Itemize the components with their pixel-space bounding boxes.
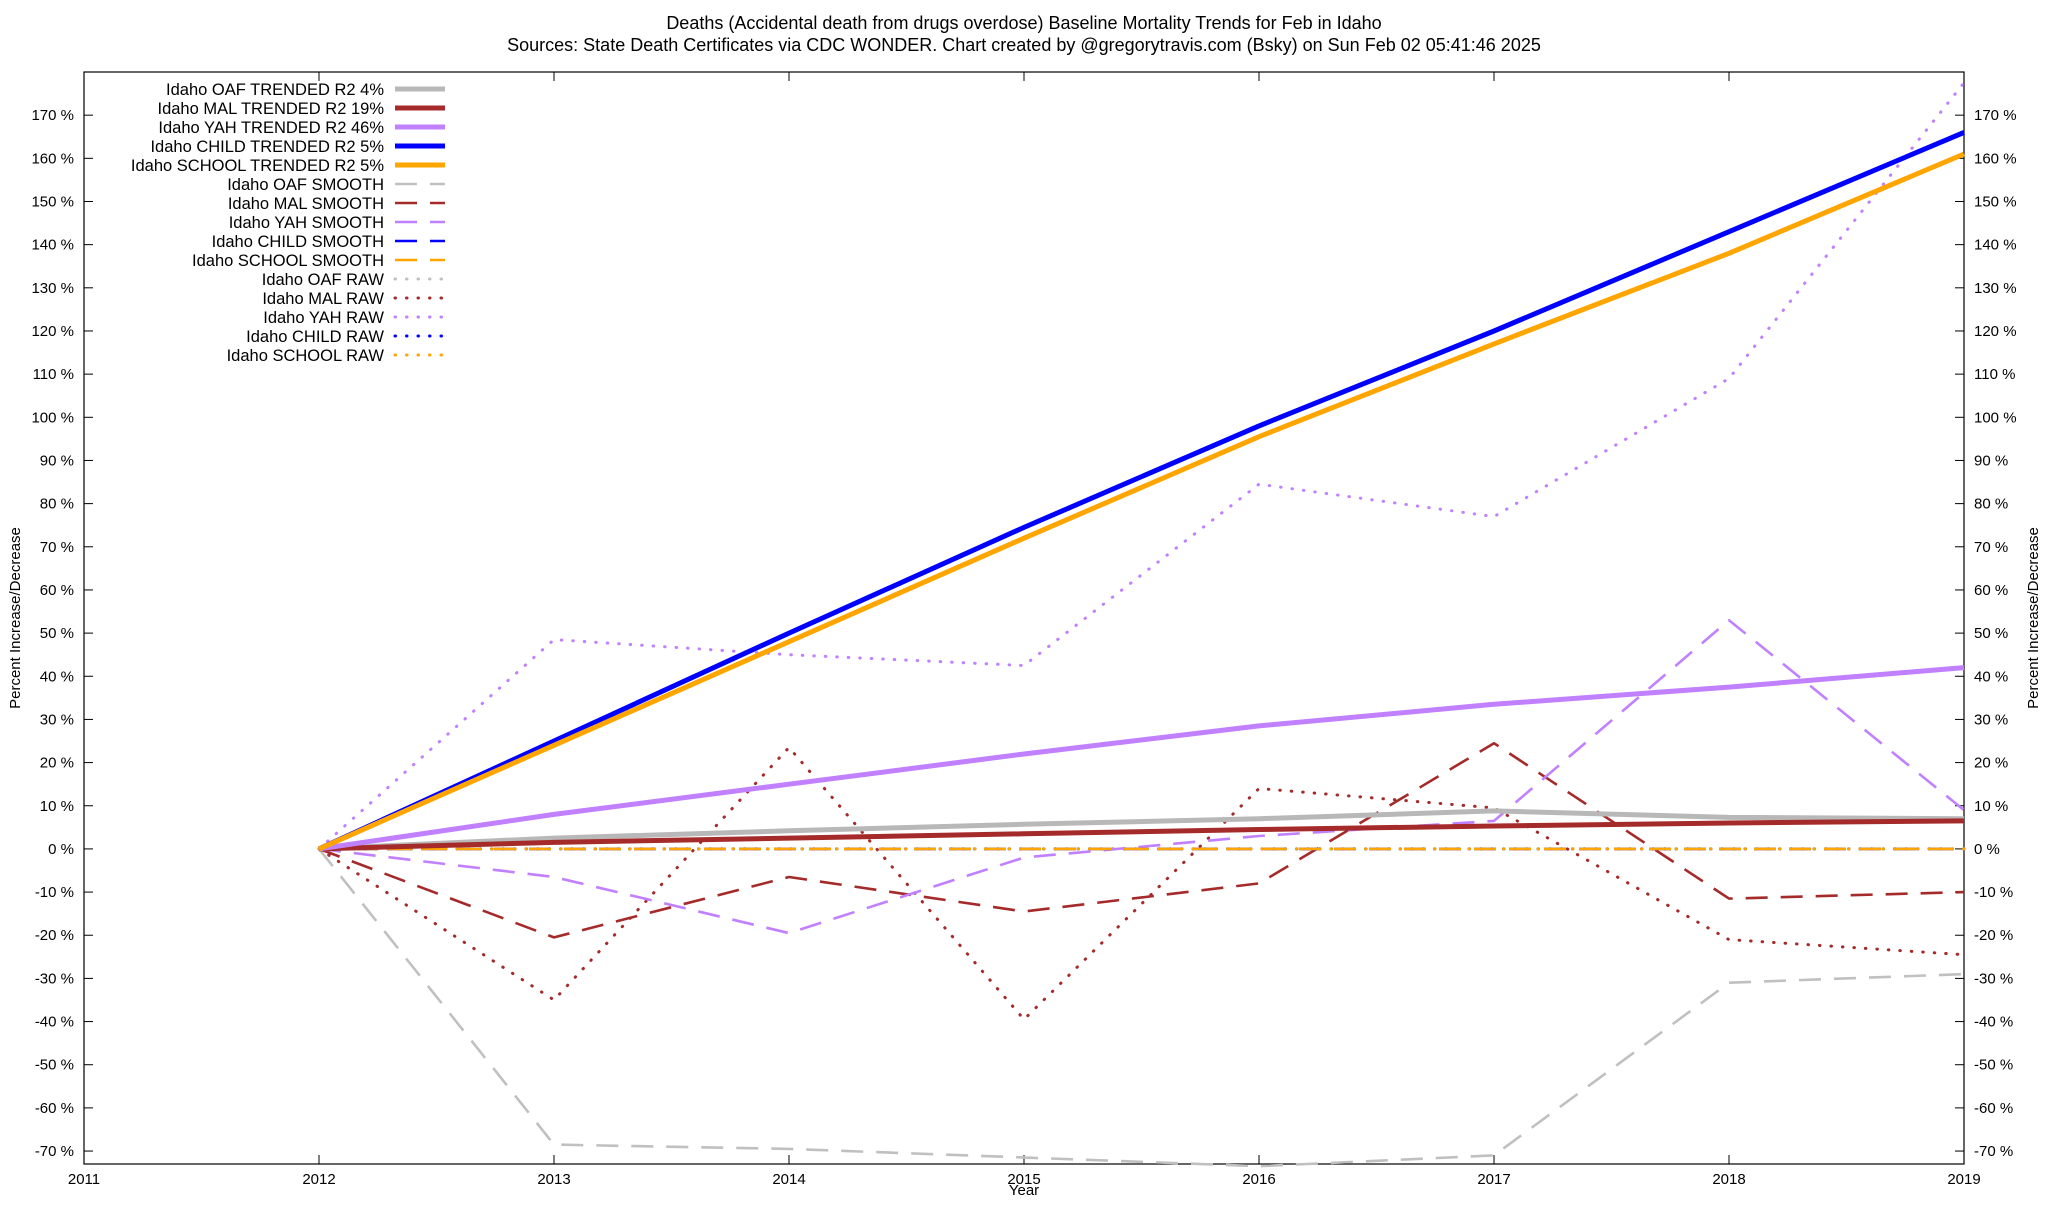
y-tick-label-right: 30 % bbox=[1974, 711, 2008, 728]
series-line-idaho-yah-trended-r2-46 bbox=[318, 665, 1965, 852]
x-tick-label: 2017 bbox=[1477, 1171, 1510, 1188]
x-axis-label: Year bbox=[1009, 1182, 1039, 1199]
y-tick-label-right: 170 % bbox=[1974, 107, 2017, 124]
y-tick-label-right: 60 % bbox=[1974, 582, 2008, 599]
y-tick-label-left: 70 % bbox=[40, 539, 74, 556]
legend-label: Idaho SCHOOL TRENDED R2 5% bbox=[131, 157, 384, 175]
y-tick-label-right: 120 % bbox=[1974, 323, 2017, 340]
y-tick-label-left: 30 % bbox=[40, 711, 74, 728]
x-tick-label: 2016 bbox=[1242, 1171, 1275, 1188]
y-tick-label-left: 140 % bbox=[31, 237, 74, 254]
x-tick-label: 2019 bbox=[1947, 1171, 1980, 1188]
x-tick-label: 2013 bbox=[537, 1171, 570, 1188]
legend-label: Idaho CHILD RAW bbox=[246, 328, 384, 346]
y-tick-label-left: -40 % bbox=[35, 1014, 74, 1031]
x-tick-label: 2014 bbox=[772, 1171, 805, 1188]
x-tick-label: 2015 bbox=[1007, 1171, 1040, 1188]
legend-label: Idaho MAL RAW bbox=[262, 290, 384, 308]
y-tick-label-right: -30 % bbox=[1974, 970, 2013, 987]
y-tick-label-left: 0 % bbox=[48, 841, 74, 858]
y-tick-label-right: -20 % bbox=[1974, 927, 2013, 944]
chart-subtitle: Sources: State Death Certificates via CD… bbox=[507, 35, 1541, 55]
y-tick-label-right: 90 % bbox=[1974, 452, 2008, 469]
x-tick-label: 2018 bbox=[1712, 1171, 1745, 1188]
y-tick-label-left: -60 % bbox=[35, 1100, 74, 1117]
y-tick-label-right: -50 % bbox=[1974, 1057, 2013, 1074]
series-line-idaho-school-trended-r2-5 bbox=[317, 151, 1965, 852]
series-lines bbox=[317, 81, 1966, 1168]
legend-label: Idaho CHILD TRENDED R2 5% bbox=[150, 138, 384, 156]
legend-label: Idaho SCHOOL RAW bbox=[227, 347, 385, 365]
y-tick-label-left: 150 % bbox=[31, 193, 74, 210]
series-line-idaho-mal-trended-r2-19 bbox=[318, 818, 1965, 852]
y-tick-label-right: -60 % bbox=[1974, 1100, 2013, 1117]
y-tick-label-left: -50 % bbox=[35, 1057, 74, 1074]
y-tick-label-right: 50 % bbox=[1974, 625, 2008, 642]
legend: Idaho OAF TRENDED R2 4%Idaho MAL TRENDED… bbox=[131, 81, 447, 365]
y-tick-label-left: -20 % bbox=[35, 927, 74, 944]
y-tick-label-left: 160 % bbox=[31, 150, 74, 167]
y-tick-label-left: 170 % bbox=[31, 107, 74, 124]
y-tick-label-right: 0 % bbox=[1974, 841, 2000, 858]
series-line-idaho-yah-smooth bbox=[318, 618, 1965, 935]
y-axis-label-right: Percent Increase/Decrease bbox=[2025, 527, 2042, 709]
y-tick-label-right: 20 % bbox=[1974, 755, 2008, 772]
series-line-idaho-oaf-trended-r2-4 bbox=[318, 808, 1965, 852]
axis-ticks: -70 % -70 % -60 % -60 % -50 % -50 % -40 % -40 %… bbox=[31, 72, 2017, 1188]
y-tick-label-right: 100 % bbox=[1974, 409, 2017, 426]
x-tick-label: 2012 bbox=[302, 1171, 335, 1188]
legend-label: Idaho YAH SMOOTH bbox=[229, 214, 384, 232]
series-line-idaho-child-trended-r2-5 bbox=[317, 130, 1965, 852]
y-tick-label-right: -70 % bbox=[1974, 1143, 2013, 1160]
legend-label: Idaho MAL SMOOTH bbox=[228, 195, 384, 213]
x-tick-label: 2011 bbox=[68, 1171, 100, 1188]
series-line-idaho-mal-smooth bbox=[318, 741, 1965, 939]
y-tick-label-left: 50 % bbox=[40, 625, 74, 642]
y-tick-label-right: -40 % bbox=[1974, 1014, 2013, 1031]
y-tick-label-left: 100 % bbox=[31, 409, 74, 426]
series-line-idaho-mal-raw bbox=[317, 746, 1966, 1021]
y-tick-label-left: 40 % bbox=[40, 668, 74, 685]
y-tick-label-left: -10 % bbox=[35, 884, 74, 901]
y-tick-label-right: 130 % bbox=[1974, 280, 2017, 297]
y-tick-label-left: -30 % bbox=[35, 970, 74, 987]
y-tick-label-left: 80 % bbox=[40, 496, 74, 513]
y-tick-label-right: 160 % bbox=[1974, 150, 2017, 167]
y-tick-label-right: 70 % bbox=[1974, 539, 2008, 556]
legend-label: Idaho SCHOOL SMOOTH bbox=[192, 252, 384, 270]
chart-title: Deaths (Accidental death from drugs over… bbox=[666, 13, 1381, 33]
legend-label: Idaho YAH TRENDED R2 46% bbox=[158, 119, 384, 137]
legend-label: Idaho OAF TRENDED R2 4% bbox=[166, 81, 384, 99]
y-tick-label-right: 10 % bbox=[1974, 798, 2008, 815]
y-tick-label-left: 120 % bbox=[31, 323, 74, 340]
y-tick-label-left: -70 % bbox=[35, 1143, 74, 1160]
legend-label: Idaho YAH RAW bbox=[263, 309, 384, 327]
legend-label: Idaho CHILD SMOOTH bbox=[212, 233, 384, 251]
y-tick-label-right: 140 % bbox=[1974, 237, 2017, 254]
y-tick-label-right: -10 % bbox=[1974, 884, 2013, 901]
y-tick-label-right: 110 % bbox=[1974, 366, 2015, 383]
legend-label: Idaho OAF SMOOTH bbox=[227, 176, 384, 194]
legend-label: Idaho MAL TRENDED R2 19% bbox=[157, 100, 384, 118]
y-tick-label-right: 150 % bbox=[1974, 193, 2017, 210]
series-line-idaho-oaf-smooth bbox=[317, 848, 1965, 1168]
y-tick-label-left: 110 % bbox=[33, 366, 74, 383]
y-tick-label-left: 10 % bbox=[40, 798, 74, 815]
y-tick-label-left: 20 % bbox=[40, 755, 74, 772]
y-tick-label-right: 40 % bbox=[1974, 668, 2008, 685]
legend-label: Idaho OAF RAW bbox=[262, 271, 385, 289]
y-axis-label-left: Percent Increase/Decrease bbox=[7, 527, 24, 709]
y-tick-label-left: 60 % bbox=[40, 582, 74, 599]
y-tick-label-left: 90 % bbox=[40, 452, 74, 469]
y-tick-label-right: 80 % bbox=[1974, 496, 2008, 513]
y-tick-label-left: 130 % bbox=[31, 280, 74, 297]
